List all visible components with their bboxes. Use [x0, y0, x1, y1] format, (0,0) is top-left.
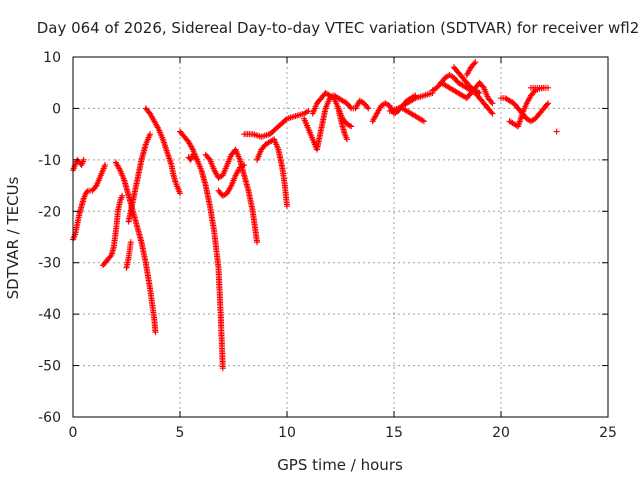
data-point-fill: [471, 60, 478, 67]
data-point: [254, 239, 261, 246]
data-point-fill: [364, 104, 371, 111]
x-tick-label: 0: [69, 425, 78, 441]
y-tick-label: -20: [38, 204, 61, 220]
x-tick-label: 20: [492, 425, 510, 441]
data-point: [305, 108, 312, 114]
data-point: [102, 162, 109, 168]
data-point: [348, 123, 355, 130]
data-point: [194, 156, 201, 163]
data-point: [119, 192, 126, 199]
data-point: [545, 84, 552, 91]
data-point: [489, 110, 496, 117]
y-tick-label: -60: [38, 410, 61, 426]
data-point: [127, 239, 134, 246]
x-tick-label: 15: [385, 425, 403, 441]
data-point-fill: [205, 155, 212, 162]
data-point-fill: [347, 104, 354, 111]
chart-title: Day 064 of 2026, Sidereal Day-to-day VTE…: [37, 19, 640, 37]
data-point: [147, 131, 154, 138]
x-tick-label: 10: [278, 425, 296, 441]
y-axis-label: SDTVAR / TECUs: [4, 176, 22, 299]
data-point: [472, 59, 479, 66]
data-point-fill: [410, 96, 417, 102]
data-point-fill: [303, 108, 310, 115]
data-point-fill: [531, 88, 538, 95]
data-point-fill: [193, 155, 200, 162]
data-point: [80, 156, 87, 163]
axis-ticks: 0 5 10 15 20 25 -60 -50 -40 -30 -20 -10 0 10: [38, 50, 617, 441]
data-point: [177, 190, 183, 197]
y-tick-label: 10: [43, 50, 61, 66]
data-point: [241, 162, 248, 168]
data-points: [70, 59, 560, 372]
data-point-fill: [488, 109, 495, 116]
data-point: [284, 203, 290, 210]
data-point-fill: [239, 162, 246, 169]
data-point: [489, 100, 496, 107]
data-point: [365, 105, 372, 112]
data-point: [420, 118, 427, 125]
y-tick-label: -40: [38, 307, 61, 323]
y-tick-label: -10: [38, 153, 61, 169]
data-point-fill: [419, 117, 426, 124]
data-point: [219, 365, 226, 372]
x-tick-label: 25: [599, 425, 617, 441]
y-tick-label: 0: [52, 101, 61, 117]
data-point-fill: [475, 89, 482, 96]
data-point: [152, 329, 159, 336]
data-point: [545, 100, 552, 107]
x-axis-label: GPS time / hours: [277, 456, 403, 474]
data-point-fill: [83, 189, 90, 195]
data-point: [553, 128, 560, 135]
x-tick-label: 5: [176, 425, 185, 441]
data-point: [476, 90, 483, 96]
plot-frame: [72, 56, 609, 418]
data-point-fill: [479, 83, 486, 90]
y-tick-label: -50: [38, 359, 61, 375]
data-point: [343, 136, 350, 143]
data-point-fill: [346, 122, 353, 129]
data-point-fill: [544, 101, 551, 108]
y-tick-label: -30: [38, 256, 61, 272]
data-point-fill: [488, 99, 495, 105]
